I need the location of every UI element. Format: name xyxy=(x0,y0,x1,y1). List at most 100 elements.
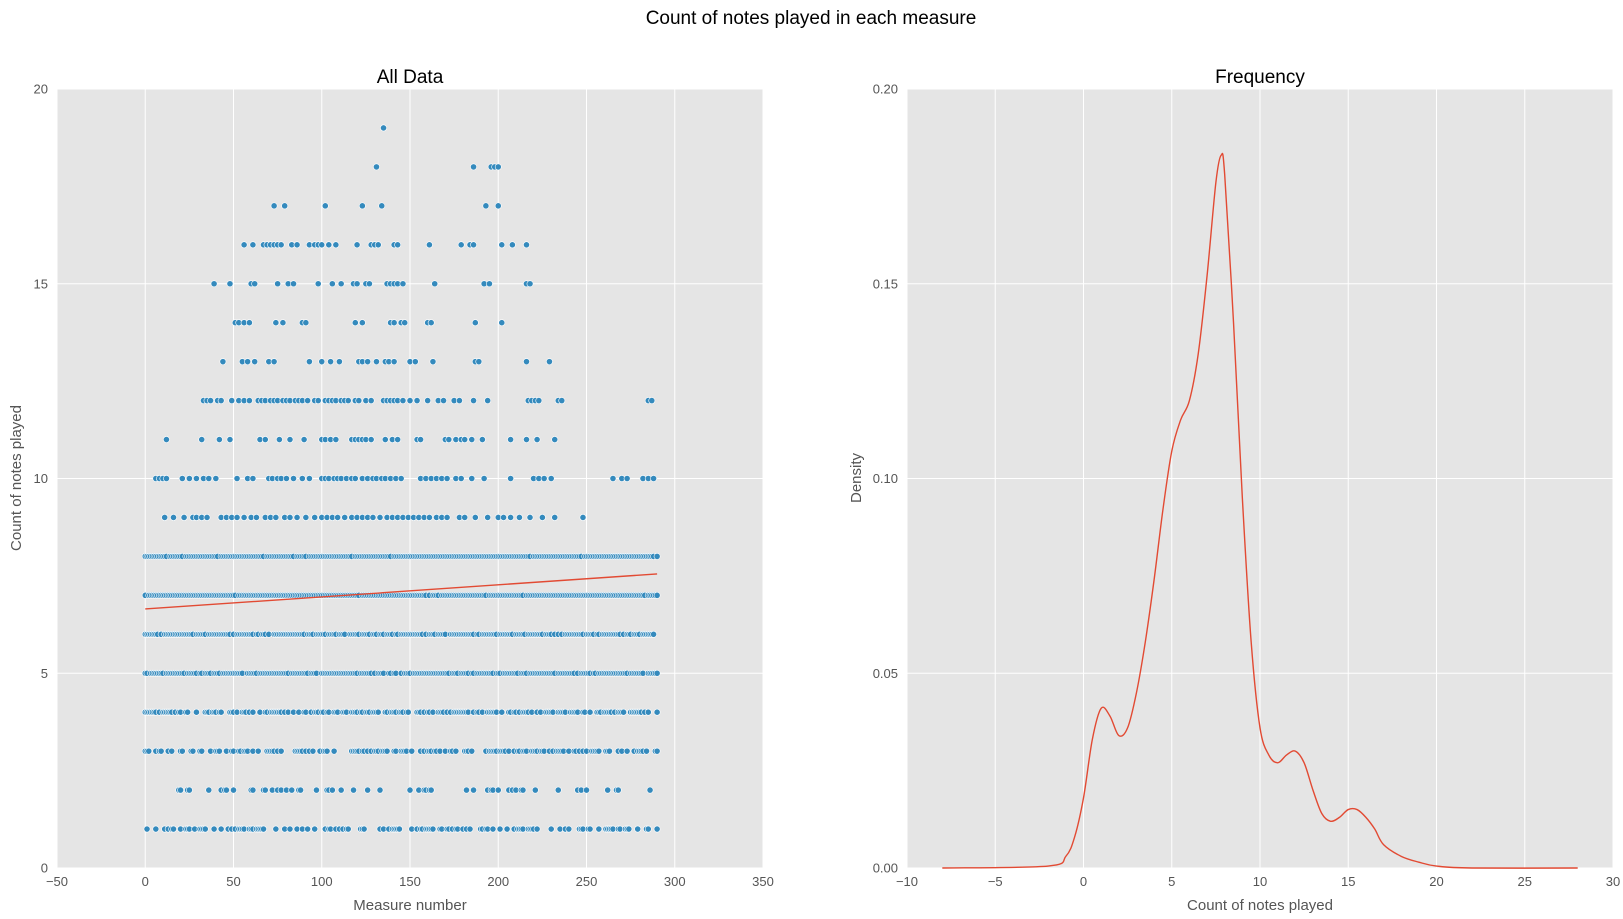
scatter-point xyxy=(373,163,380,171)
x-tick-label: 200 xyxy=(487,874,509,889)
scatter-point xyxy=(366,280,373,288)
scatter-x-label: Measure number xyxy=(353,897,466,914)
scatter-point xyxy=(215,436,223,443)
scatter-point xyxy=(399,397,407,404)
scatter-point xyxy=(376,786,384,794)
scatter-point xyxy=(332,241,340,249)
scatter-point xyxy=(325,241,333,249)
x-tick-label: 0 xyxy=(142,874,149,889)
scatter-point xyxy=(260,825,267,833)
scatter-point xyxy=(251,358,259,366)
scatter-point xyxy=(168,747,176,755)
scatter-point xyxy=(484,514,492,521)
scatter-point xyxy=(286,825,294,833)
scatter-point xyxy=(304,397,312,404)
scatter-point xyxy=(300,436,308,443)
scatter-point xyxy=(261,786,269,794)
scatter-point xyxy=(350,786,357,794)
scatter-point xyxy=(177,786,184,794)
scatter-point xyxy=(427,319,435,327)
scatter-point xyxy=(486,280,493,288)
scatter-point xyxy=(489,825,497,833)
scatter-point xyxy=(367,397,375,404)
scatter-point xyxy=(452,747,460,755)
scatter-point xyxy=(533,436,541,443)
scatter-point xyxy=(335,358,343,366)
y-tick-label: 5 xyxy=(41,666,48,681)
scatter-point xyxy=(551,514,559,521)
scatter-point xyxy=(240,514,248,521)
scatter-point xyxy=(274,280,282,288)
scatter-point xyxy=(163,475,170,482)
y-tick-label: 0.05 xyxy=(873,666,898,681)
scatter-point xyxy=(314,280,322,288)
scatter-point xyxy=(286,514,294,521)
scatter-point xyxy=(579,514,587,521)
scatter-point xyxy=(205,786,213,794)
scatter-points xyxy=(141,124,661,833)
scatter-point xyxy=(281,202,289,210)
scatter-point xyxy=(376,514,384,521)
density-x-label: Count of notes played xyxy=(1187,897,1333,914)
scatter-point xyxy=(226,436,234,443)
scatter-point xyxy=(644,708,652,716)
scatter-point xyxy=(314,397,322,404)
scatter-point xyxy=(249,786,257,794)
scatter-point xyxy=(498,241,506,249)
scatter-point xyxy=(360,825,368,833)
scatter-point xyxy=(494,202,502,210)
scatter-point xyxy=(328,280,336,288)
scatter-point xyxy=(457,475,465,482)
scatter-point xyxy=(500,514,507,521)
x-tick-label: 20 xyxy=(1429,874,1443,889)
x-tick-label: 350 xyxy=(752,874,774,889)
scatter-point xyxy=(507,514,515,521)
scatter-point xyxy=(328,786,336,794)
scatter-point xyxy=(290,280,297,288)
scatter-point xyxy=(321,202,329,210)
scatter-point xyxy=(364,358,372,366)
scatter-point xyxy=(304,825,312,833)
scatter-point xyxy=(344,825,352,833)
scatter-point xyxy=(245,319,253,327)
scatter-point xyxy=(184,708,192,716)
density-x-ticks: −10 −5 0 5 10 15 20 25 30 xyxy=(896,874,1620,889)
x-tick-label: −5 xyxy=(988,874,1003,889)
scatter-point xyxy=(249,241,257,249)
scatter-point xyxy=(351,475,359,482)
x-tick-label: 25 xyxy=(1518,874,1532,889)
scatter-point xyxy=(394,436,402,443)
scatter-point xyxy=(283,475,290,482)
scatter-title: All Data xyxy=(377,67,444,88)
scatter-point xyxy=(198,747,206,755)
scatter-point xyxy=(286,436,294,443)
x-tick-label: 5 xyxy=(1168,874,1175,889)
scatter-point xyxy=(426,514,433,521)
density-y-ticks: 0.00 0.05 0.10 0.15 0.20 xyxy=(873,82,898,876)
scatter-point xyxy=(207,397,214,404)
scatter-point xyxy=(508,241,516,249)
scatter-point xyxy=(277,747,285,755)
density-y-label: Density xyxy=(848,452,865,503)
scatter-point xyxy=(523,241,530,249)
scatter-point xyxy=(443,475,451,482)
scatter-point xyxy=(244,358,252,366)
scatter-point xyxy=(275,436,283,443)
scatter-point xyxy=(406,786,414,794)
scatter-point xyxy=(272,825,280,833)
scatter-point xyxy=(609,475,617,482)
scatter-point xyxy=(180,514,188,521)
scatter-point xyxy=(507,436,515,443)
scatter-point xyxy=(526,514,534,521)
scatter-point xyxy=(254,747,262,755)
figure-title: Count of notes played in each measure xyxy=(646,8,977,29)
scatter-point xyxy=(478,436,486,443)
x-tick-label: 30 xyxy=(1606,874,1620,889)
scatter-point xyxy=(494,786,502,794)
scatter-point xyxy=(482,202,490,210)
scatter-point xyxy=(623,747,631,755)
scatter-point xyxy=(215,747,223,755)
x-tick-label: 0 xyxy=(1080,874,1087,889)
scatter-point xyxy=(540,475,548,482)
